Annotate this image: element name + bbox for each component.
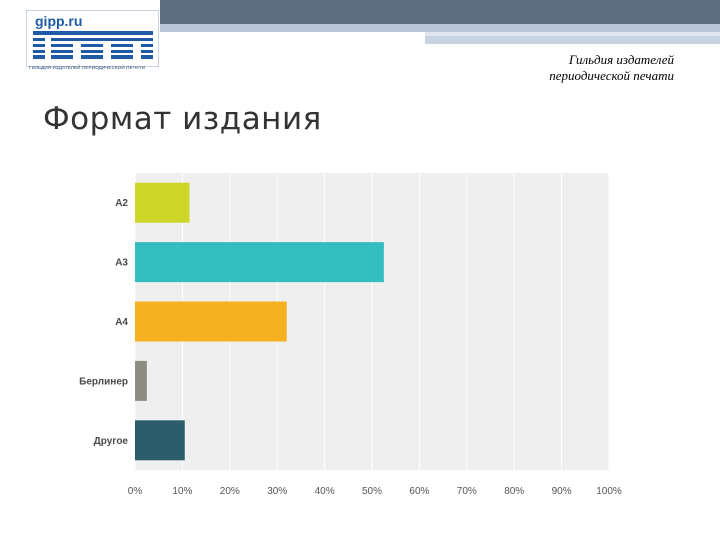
gipp-logo: gipp.ru — [26, 10, 159, 67]
x-tick-label: 20% — [220, 486, 240, 497]
logo-caption: ГИЛЬДИЯ ИЗДАТЕЛЕЙ ПЕРИОДИЧЕСКОЙ ПЕЧАТИ — [29, 65, 146, 70]
x-tick-label: 50% — [362, 486, 382, 497]
gipp-logo-mark-icon — [33, 31, 153, 59]
bar — [135, 301, 287, 342]
category-label: A4 — [115, 317, 128, 328]
header-band — [160, 0, 720, 44]
x-tick-label: 80% — [504, 486, 524, 497]
x-tick-label: 0% — [128, 486, 143, 497]
guild-title-line1: Гильдия издателей — [568, 52, 674, 67]
x-tick-label: 30% — [267, 486, 287, 497]
bar — [135, 420, 185, 461]
category-label: A2 — [115, 198, 128, 209]
bar — [135, 360, 147, 401]
logo-site-text: gipp.ru — [35, 13, 83, 29]
x-tick-label: 10% — [172, 486, 192, 497]
x-tick-label: 70% — [457, 486, 477, 497]
x-tick-label: 100% — [596, 486, 622, 497]
bar — [135, 242, 384, 283]
category-label: Другое — [94, 436, 129, 447]
category-label: A3 — [115, 258, 128, 269]
category-label: Берлинер — [79, 376, 128, 387]
x-tick-label: 90% — [552, 486, 572, 497]
guild-title: Гильдия издателей периодической печати — [454, 52, 674, 84]
guild-title-line2: периодической печати — [549, 68, 674, 83]
bar — [135, 182, 190, 223]
x-tick-label: 60% — [409, 486, 429, 497]
page-title: Формат издания — [43, 101, 322, 137]
x-tick-label: 40% — [315, 486, 335, 497]
